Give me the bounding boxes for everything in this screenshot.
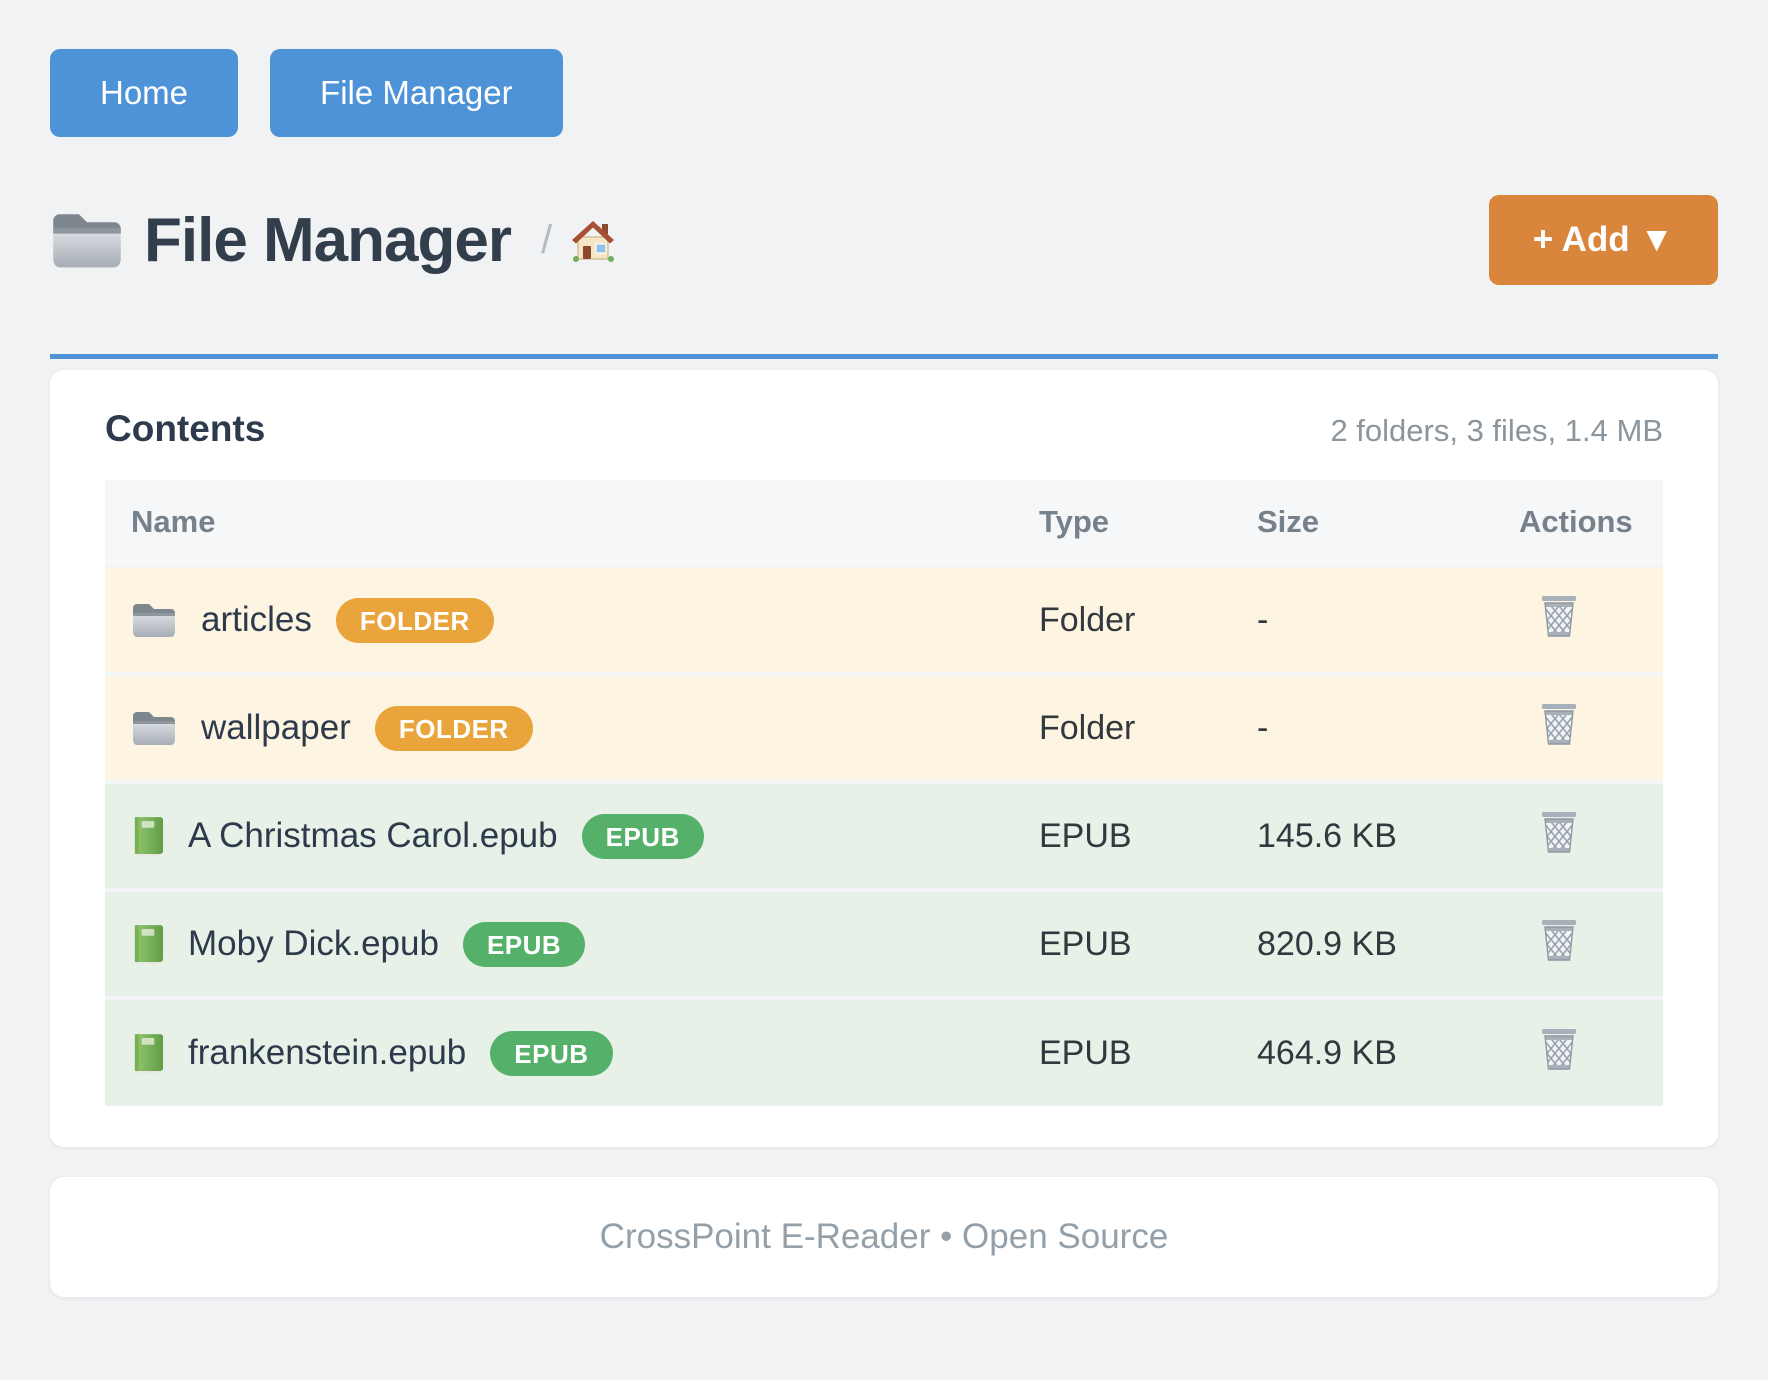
type-badge: EPUB [462, 921, 586, 967]
trash-icon [1539, 702, 1579, 746]
actions-cell [1493, 782, 1663, 890]
size-cell: 464.9 KB [1257, 1033, 1397, 1072]
file-name-link[interactable]: frankenstein.epub [188, 1033, 467, 1072]
table-row[interactable]: Moby Dick.epub EPUB EPUB 820.9 KB [105, 890, 1663, 998]
column-header-size: Size [1231, 480, 1493, 566]
delete-button[interactable] [1539, 810, 1579, 854]
file-table-body: articles FOLDER Folder - wallpaper FOLDE… [105, 566, 1663, 1106]
size-cell: - [1257, 600, 1269, 639]
size-cell: 145.6 KB [1257, 816, 1397, 855]
folder-icon [131, 601, 177, 639]
actions-cell [1493, 566, 1663, 674]
delete-button[interactable] [1539, 918, 1579, 962]
column-header-name: Name [105, 480, 1013, 566]
type-badge: FOLDER [374, 705, 533, 751]
nav-home-button[interactable]: Home [50, 49, 239, 137]
footer-text: CrossPoint E-Reader • Open Source [599, 1217, 1169, 1256]
contents-stats: 2 folders, 3 files, 1.4 MB [1330, 413, 1663, 448]
actions-cell [1493, 890, 1663, 998]
name-cell: wallpaper FOLDER [105, 674, 1013, 782]
file-name-link[interactable]: articles [201, 600, 312, 639]
table-row[interactable]: A Christmas Carol.epub EPUB EPUB 145.6 K… [105, 782, 1663, 890]
page-header: File Manager / + Add ▼ [50, 195, 1718, 285]
book-icon [131, 1033, 164, 1074]
folder-icon [131, 709, 177, 747]
accent-divider [50, 354, 1718, 359]
type-cell: EPUB [1039, 924, 1132, 963]
name-cell: frankenstein.epub EPUB [105, 998, 1013, 1106]
page-title: File Manager [144, 205, 512, 275]
file-name-link[interactable]: wallpaper [201, 708, 351, 747]
type-cell: Folder [1039, 600, 1136, 639]
trash-icon [1539, 1027, 1579, 1071]
title-group: File Manager / [50, 205, 616, 276]
column-header-type: Type [1013, 480, 1231, 566]
actions-cell [1493, 998, 1663, 1106]
file-table: Name Type Size Actions articles FOLDER F… [105, 480, 1663, 1106]
size-cell: - [1257, 708, 1269, 747]
table-header-row: Name Type Size Actions [105, 480, 1663, 566]
trash-icon [1539, 810, 1579, 854]
table-row[interactable]: wallpaper FOLDER Folder - [105, 674, 1663, 782]
column-header-actions: Actions [1493, 480, 1663, 566]
delete-button[interactable] [1539, 594, 1579, 638]
trash-icon [1539, 918, 1579, 962]
delete-button[interactable] [1539, 1027, 1579, 1071]
footer-card: CrossPoint E-Reader • Open Source [50, 1177, 1718, 1297]
breadcrumb-separator: / [541, 217, 553, 262]
file-name-link[interactable]: Moby Dick.epub [188, 924, 439, 963]
delete-button[interactable] [1539, 702, 1579, 746]
name-cell: A Christmas Carol.epub EPUB [105, 782, 1013, 890]
add-button[interactable]: + Add ▼ [1488, 195, 1718, 285]
type-badge: EPUB [581, 813, 704, 859]
nav-file-manager-button[interactable]: File Manager [270, 49, 563, 137]
table-row[interactable]: frankenstein.epub EPUB EPUB 464.9 KB [105, 998, 1663, 1106]
type-badge: EPUB [490, 1030, 613, 1076]
contents-header: Contents 2 folders, 3 files, 1.4 MB [105, 408, 1663, 450]
type-badge: FOLDER [335, 597, 494, 643]
trash-icon [1539, 594, 1579, 638]
contents-title: Contents [105, 408, 266, 449]
file-name-link[interactable]: A Christmas Carol.epub [188, 816, 558, 855]
name-cell: articles FOLDER [105, 566, 1013, 674]
size-cell: 820.9 KB [1257, 924, 1397, 963]
contents-card: Contents 2 folders, 3 files, 1.4 MB Name… [50, 370, 1718, 1147]
page: Home File Manager File Manager / + Add ▼… [50, 49, 1718, 1297]
top-nav: Home File Manager [50, 49, 1718, 137]
type-cell: EPUB [1039, 1033, 1132, 1072]
folder-icon [50, 209, 124, 271]
book-icon [131, 924, 164, 965]
table-row[interactable]: articles FOLDER Folder - [105, 566, 1663, 674]
name-cell: Moby Dick.epub EPUB [105, 890, 1013, 998]
book-icon [131, 816, 164, 857]
type-cell: EPUB [1039, 816, 1132, 855]
type-cell: Folder [1039, 708, 1136, 747]
breadcrumb-home-link[interactable] [570, 217, 616, 263]
actions-cell [1493, 674, 1663, 782]
